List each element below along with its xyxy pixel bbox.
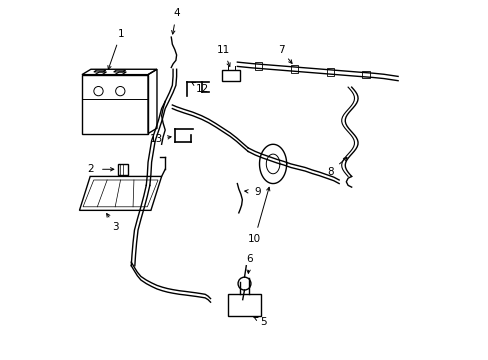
Text: 6: 6	[245, 253, 252, 264]
Bar	[326, 68, 333, 76]
Text: 4: 4	[173, 8, 180, 18]
Text: 2: 2	[87, 164, 94, 174]
Text: 9: 9	[254, 187, 261, 197]
Bar	[290, 65, 298, 73]
Text: 13: 13	[149, 135, 163, 144]
Text: 12: 12	[196, 84, 209, 94]
Bar	[255, 62, 262, 70]
Text: 10: 10	[247, 234, 261, 244]
Text: 11: 11	[216, 45, 229, 55]
Text: 5: 5	[260, 317, 266, 327]
Text: 8: 8	[326, 167, 333, 176]
Text: 3: 3	[112, 222, 119, 232]
Text: 7: 7	[277, 45, 284, 55]
Bar	[362, 71, 369, 78]
Bar	[222, 70, 240, 81]
Bar	[118, 164, 127, 175]
Text: 1: 1	[117, 29, 123, 39]
Bar	[228, 294, 260, 316]
